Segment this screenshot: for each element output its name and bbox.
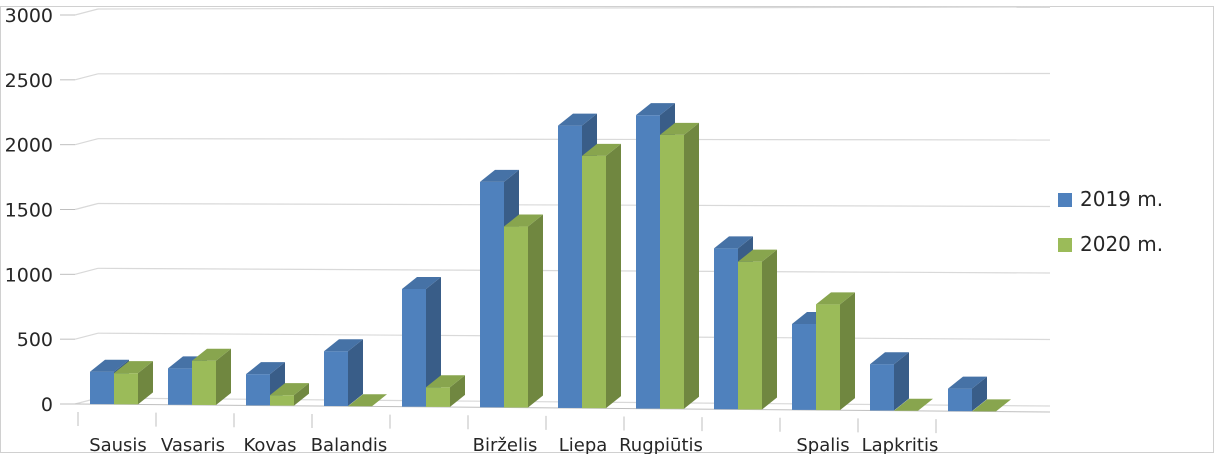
bar-2020 xyxy=(816,292,855,410)
bar-2020 xyxy=(660,123,699,409)
bars xyxy=(78,103,1011,433)
gridline-side xyxy=(75,9,98,15)
bar-front xyxy=(246,374,270,405)
x-tick-label: Birželis xyxy=(473,435,538,454)
x-tick-label: Balandis xyxy=(311,435,388,454)
gridline-side xyxy=(75,268,98,274)
bar-2019 xyxy=(324,339,363,406)
x-tick-label: Liepa xyxy=(559,435,608,454)
bar-front xyxy=(192,361,216,405)
y-tick-label: 1000 xyxy=(5,264,53,286)
y-tick-label: 500 xyxy=(17,329,53,351)
bar-front xyxy=(90,372,114,404)
gridline-side xyxy=(75,139,98,145)
bar-front xyxy=(480,182,504,407)
x-tick-label: Rugpiūtis xyxy=(619,435,703,454)
bar-front xyxy=(738,262,762,410)
bar-front xyxy=(114,373,138,404)
bar-front xyxy=(816,304,840,410)
bar-side xyxy=(762,250,777,410)
legend: 2019 m. 2020 m. xyxy=(1058,187,1163,256)
legend-swatch xyxy=(1058,193,1072,207)
bar-front xyxy=(558,126,582,408)
x-tick-label: Kovas xyxy=(244,435,297,454)
bar-front xyxy=(582,156,606,408)
gridline-side xyxy=(75,74,98,80)
bar-front xyxy=(324,351,348,406)
bar-2020 xyxy=(504,215,543,408)
bar-2020 xyxy=(192,349,231,405)
y-tick-label: 0 xyxy=(41,394,53,416)
x-tick-label: Sausis xyxy=(89,435,147,454)
bar-2020 xyxy=(582,144,621,408)
bar-front xyxy=(426,387,450,407)
y-tick-label: 1500 xyxy=(5,200,53,222)
bar-side xyxy=(840,292,855,410)
bar-side xyxy=(606,144,621,408)
legend-label: 2019 m. xyxy=(1080,187,1163,211)
bar-2020 xyxy=(738,250,777,410)
x-axis-labels: Sausis Vasaris Kovas Balandis Birželis Liepa R… xyxy=(89,435,938,454)
bar-side xyxy=(528,215,543,408)
bar-front xyxy=(792,324,816,410)
y-tick-label: 2500 xyxy=(5,70,53,92)
bar-front xyxy=(870,364,894,410)
bar-front xyxy=(636,115,660,408)
y-tick-label: 3000 xyxy=(5,5,53,27)
gridline-side xyxy=(75,333,98,339)
gridline xyxy=(98,7,1050,9)
bar-front xyxy=(948,389,972,412)
bar-front xyxy=(168,368,192,404)
x-tick-label: Spalis xyxy=(796,435,849,454)
bar-side xyxy=(684,123,699,409)
x-tick-label: Vasaris xyxy=(161,435,225,454)
bar-front xyxy=(714,248,738,409)
legend-swatch xyxy=(1058,238,1072,252)
bar-front xyxy=(402,289,426,407)
bar-front xyxy=(504,227,528,408)
bar-front xyxy=(660,135,684,409)
y-tick-label: 2000 xyxy=(5,135,53,157)
bar-2019 xyxy=(870,352,909,410)
gridline-side xyxy=(75,204,98,210)
x-tick-label: Lapkritis xyxy=(862,435,939,454)
bar-front xyxy=(270,395,294,405)
legend-label: 2020 m. xyxy=(1080,232,1163,256)
